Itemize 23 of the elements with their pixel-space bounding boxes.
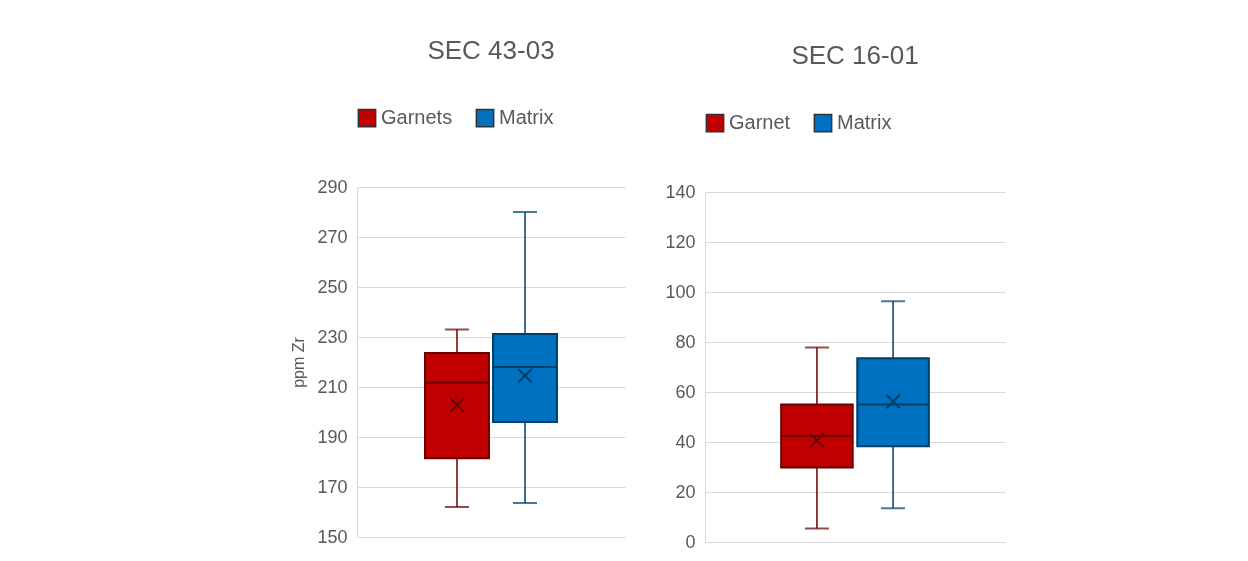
y-tick-label: 270 <box>317 226 348 247</box>
legend-label: Garnets <box>381 106 453 129</box>
y-tick-label: 0 <box>685 531 696 552</box>
legend-label: Matrix <box>837 111 892 134</box>
y-tick-label: 250 <box>317 276 348 297</box>
y-axis-title: ppm Zr <box>290 336 308 388</box>
chart-title: SEC 16-01 <box>791 40 919 70</box>
y-tick-label: 230 <box>317 326 348 347</box>
legend-label: Matrix <box>499 106 554 129</box>
y-tick-label: 140 <box>665 181 696 202</box>
chart-title: SEC 43-03 <box>427 35 555 65</box>
legend-label: Garnet <box>729 111 791 134</box>
y-tick-label: 170 <box>317 476 348 497</box>
y-tick-label: 210 <box>317 376 348 397</box>
y-tick-label: 20 <box>675 481 696 502</box>
y-tick-label: 60 <box>675 381 696 402</box>
y-tick-label: 290 <box>317 176 348 197</box>
y-tick-label: 80 <box>675 331 696 352</box>
y-tick-label: 100 <box>665 281 696 302</box>
y-tick-label: 120 <box>665 231 696 252</box>
y-tick-label: 150 <box>317 526 348 547</box>
y-tick-label: 190 <box>317 426 348 447</box>
y-tick-label: 40 <box>675 431 696 452</box>
